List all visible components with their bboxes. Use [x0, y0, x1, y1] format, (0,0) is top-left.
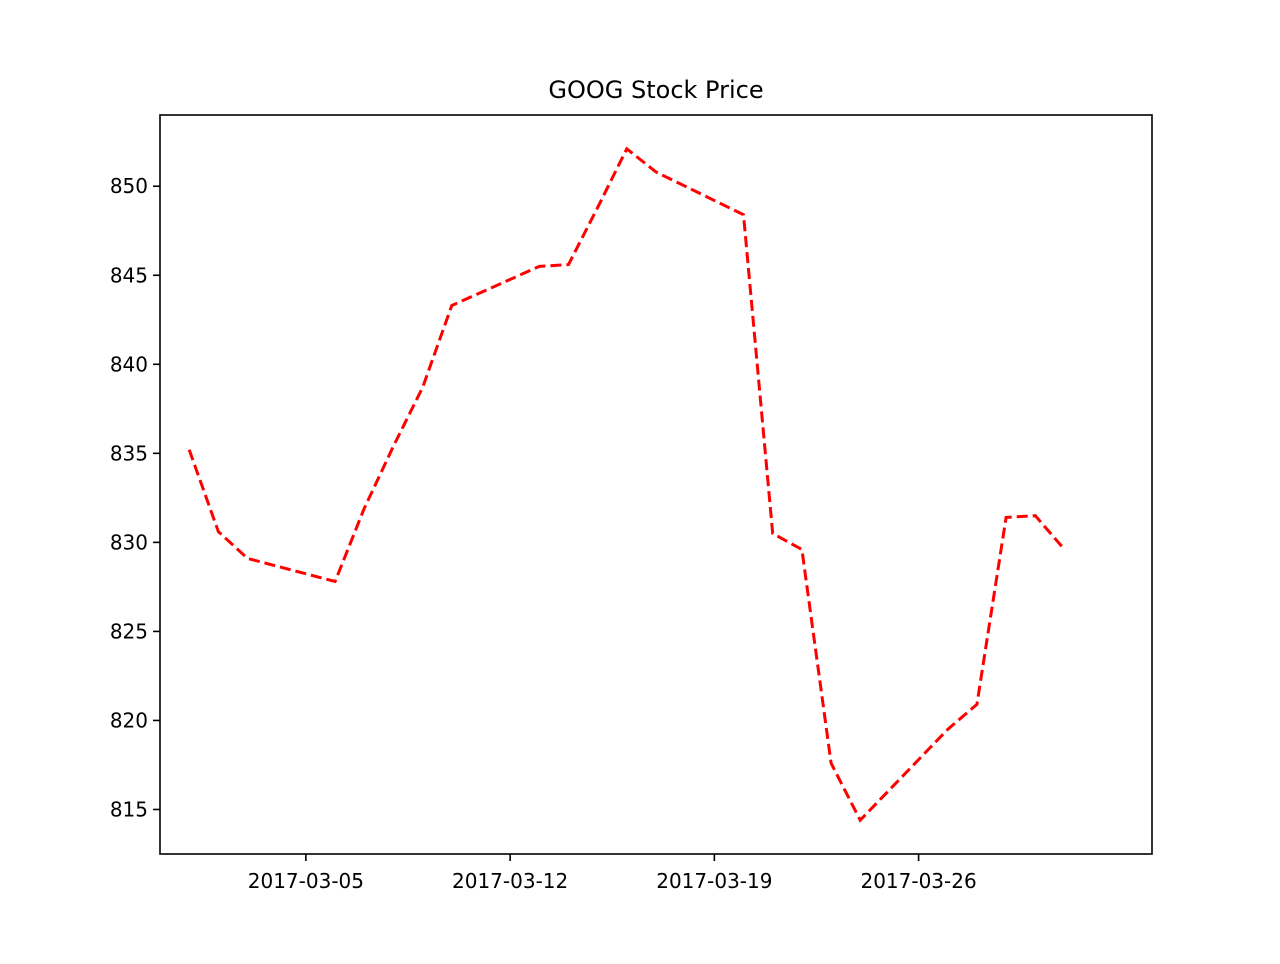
y-tick-label: 830	[110, 530, 148, 554]
x-tick-label: 2017-03-26	[860, 869, 976, 893]
series-line	[187, 146, 1066, 823]
plot-frame	[159, 114, 1153, 855]
x-tick-label: 2017-03-12	[452, 869, 568, 893]
series-layer	[187, 146, 1066, 823]
plot-area	[160, 115, 1152, 854]
x-axis: 2017-03-05 2017-03-12 2017-03-19 2017-03-26	[248, 854, 977, 893]
y-tick-label: 815	[110, 797, 148, 821]
chart-title: GOOG Stock Price	[548, 76, 763, 104]
y-tick-label: 835	[110, 441, 148, 465]
y-tick-label: 850	[110, 174, 148, 198]
x-tick-label: 2017-03-19	[656, 869, 772, 893]
y-tick-label: 845	[110, 263, 148, 287]
x-tick-label: 2017-03-05	[248, 869, 364, 893]
y-axis: 815 820 825 830 835 840 845 850	[110, 174, 160, 821]
y-tick-label: 825	[110, 619, 148, 643]
y-tick-label: 840	[110, 352, 148, 376]
y-tick-label: 820	[110, 708, 148, 732]
